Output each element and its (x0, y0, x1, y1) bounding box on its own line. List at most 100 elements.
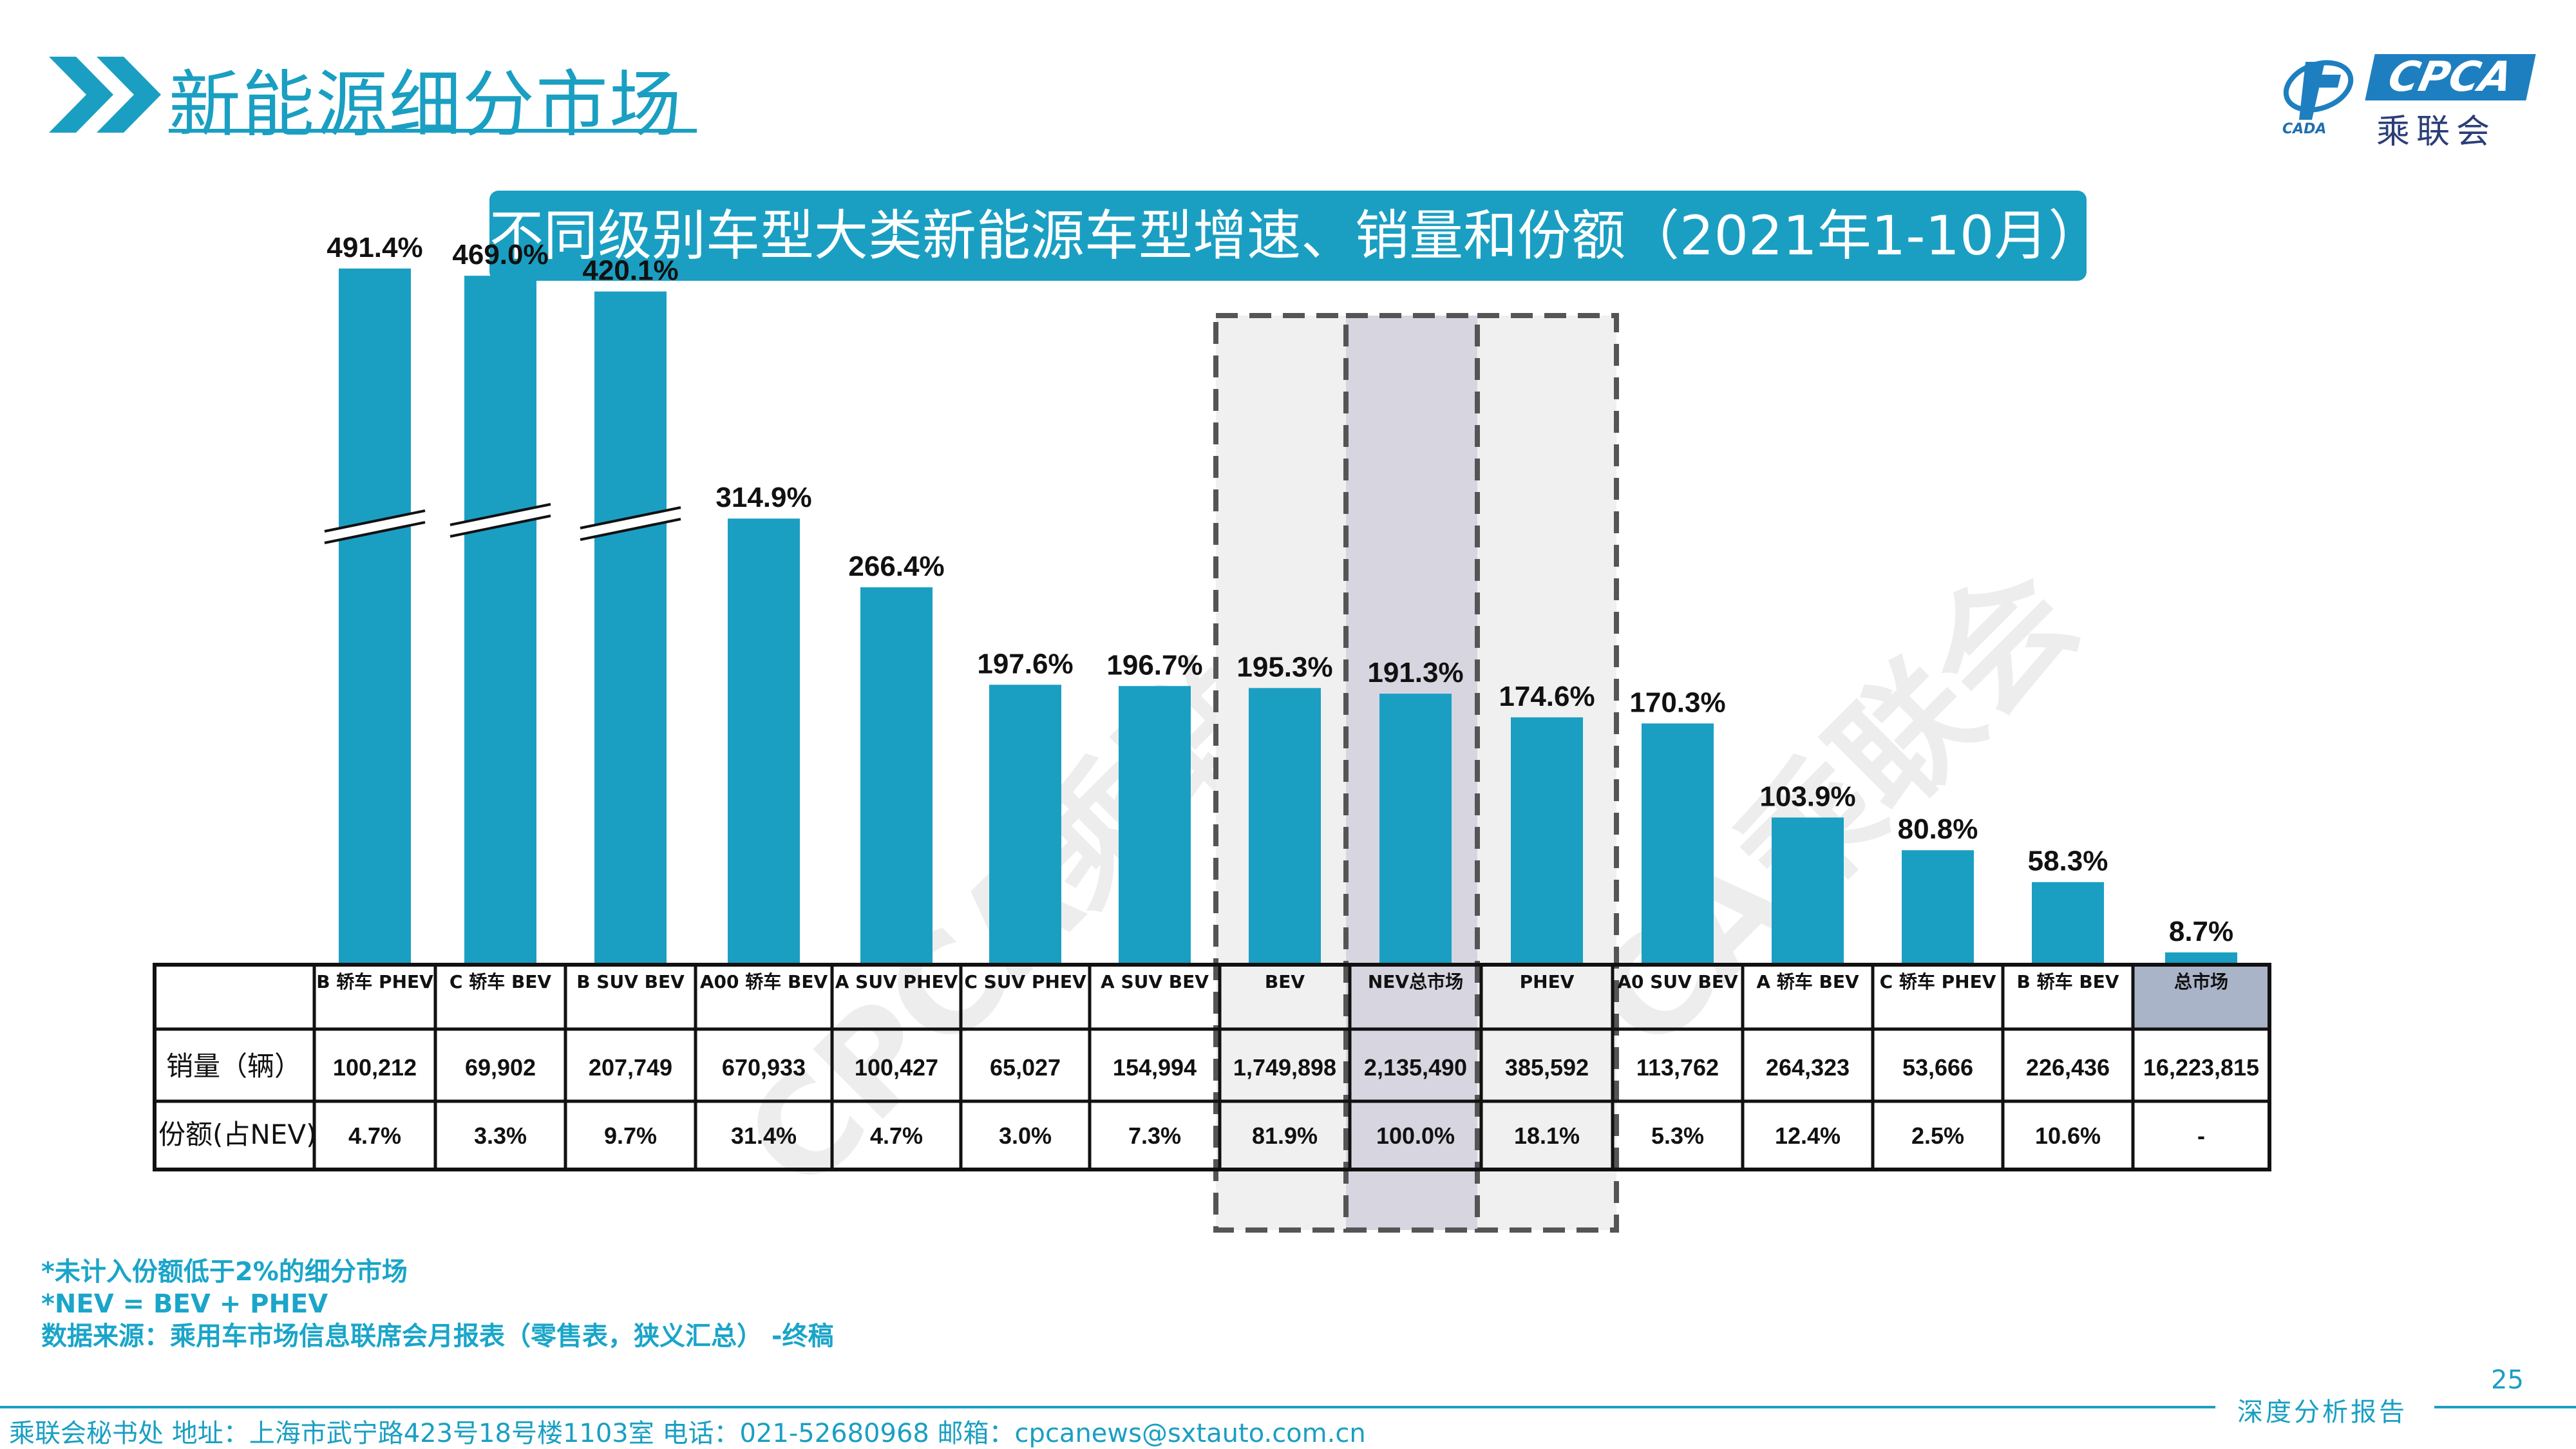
sales-cell: 207,749 (589, 1054, 672, 1081)
share-cell: 3.3% (474, 1122, 527, 1149)
category-label: C SUV PHEV (964, 971, 1086, 992)
sales-cell: 154,994 (1113, 1054, 1197, 1081)
footer-contact: 乘联会秘书处 地址：上海市武宁路423号18号楼1103室 电话：021-526… (9, 1419, 1366, 1448)
category-label: A0 SUV BEV (1617, 971, 1738, 992)
category-label: A SUV PHEV (835, 971, 958, 992)
bar (2032, 882, 2104, 965)
bar (1511, 717, 1583, 965)
row-label: 销量（辆） (166, 1050, 301, 1082)
share-cell: 4.7% (348, 1122, 401, 1149)
sales-cell: 670,933 (722, 1054, 806, 1081)
total-market-header-bg (2133, 965, 2269, 1029)
sales-cell: 226,436 (2026, 1054, 2110, 1081)
sales-cell: 53,666 (1902, 1054, 1973, 1081)
share-cell: 100.0% (1376, 1122, 1455, 1149)
title-underline (169, 129, 697, 133)
share-cell: 18.1% (1514, 1122, 1580, 1149)
category-label: 总市场 (2174, 971, 2228, 992)
axis-break-line (450, 503, 551, 526)
axis-break-line (324, 509, 426, 533)
chart-title: 不同级别车型大类新能源车型增速、销量和份额（2021年1-10月） (489, 204, 2103, 267)
category-label: B 轿车 PHEV (316, 971, 433, 992)
bar-value-label: 197.6% (977, 648, 1073, 679)
note-line: *NEV = BEV + PHEV (41, 1289, 328, 1319)
bar-value-label: 314.9% (715, 482, 811, 513)
share-cell: 5.3% (1651, 1122, 1704, 1149)
axis-break-line (450, 515, 551, 538)
sales-cell: 100,427 (855, 1054, 938, 1081)
sales-cell: 1,749,898 (1233, 1054, 1336, 1081)
bar (1119, 686, 1191, 965)
share-cell: - (2197, 1122, 2205, 1149)
category-label: A SUV BEV (1101, 971, 1209, 992)
sales-cell: 264,323 (1766, 1054, 1850, 1081)
sales-cell: 2,135,490 (1364, 1054, 1467, 1081)
bar-value-label: 491.4% (327, 232, 422, 263)
axis-break-gap (450, 504, 551, 536)
category-label: C 轿车 PHEV (1880, 971, 1996, 992)
note-line: *未计入份额低于2%的细分市场 (41, 1257, 408, 1287)
sales-cell: 16,223,815 (2143, 1054, 2259, 1081)
bar-value-label: 469.0% (452, 239, 548, 270)
axis-break-line (580, 506, 681, 529)
note-line: 数据来源：乘用车市场信息联席会月报表（零售表，狭义汇总） -终稿 (41, 1321, 834, 1351)
bar (1379, 694, 1452, 965)
share-cell: 7.3% (1128, 1122, 1181, 1149)
bar (1772, 817, 1844, 965)
axis-break-gap (580, 507, 681, 540)
bar-value-label: 174.6% (1499, 681, 1595, 712)
share-cell: 12.4% (1775, 1122, 1841, 1149)
share-cell: 9.7% (604, 1122, 657, 1149)
bar-value-label: 103.9% (1759, 781, 1855, 812)
category-label: A 轿车 BEV (1756, 971, 1859, 992)
category-label: NEV总市场 (1368, 971, 1463, 992)
bar (860, 587, 933, 965)
bar-value-label: 266.4% (848, 551, 944, 582)
notes: *未计入份额低于2%的细分市场 *NEV = BEV + PHEV 数据来源：乘… (41, 1256, 834, 1352)
logo-mark-text: CADA (2282, 121, 2327, 137)
bar-value-label: 195.3% (1236, 651, 1332, 683)
sales-cell: 113,762 (1636, 1054, 1719, 1081)
bar (1249, 688, 1321, 965)
sales-cell: 65,027 (990, 1054, 1061, 1081)
share-cell: 3.0% (999, 1122, 1052, 1149)
cpca-logo: CPCA 乘联会 CADA (2280, 49, 2550, 151)
category-label: B 轿车 BEV (2017, 971, 2119, 992)
page-number: 25 (2491, 1365, 2524, 1395)
share-cell: 2.5% (1911, 1122, 1964, 1149)
bar (464, 276, 536, 965)
share-cell: 31.4% (731, 1122, 797, 1149)
category-label: A00 轿车 BEV (700, 971, 828, 992)
axis-break-line (580, 518, 681, 541)
footer-divider (0, 1406, 2215, 1408)
bar (594, 291, 667, 965)
sales-cell: 69,902 (465, 1054, 536, 1081)
category-label: B SUV BEV (576, 971, 685, 992)
bar (728, 518, 800, 965)
axis-break-gap (325, 511, 425, 543)
bar-value-label: 196.7% (1106, 649, 1202, 681)
chart-title-banner: 不同级别车型大类新能源车型增速、销量和份额（2021年1-10月） (489, 191, 2103, 281)
sales-cell: 385,592 (1505, 1054, 1589, 1081)
logo-mark-icon (2283, 60, 2354, 120)
category-label: BEV (1265, 971, 1305, 992)
page-title: 新能源细分市场 (169, 63, 683, 147)
bar-value-label: 80.8% (1898, 813, 1978, 845)
logo-brand-cn: 乘联会 (2376, 113, 2497, 151)
category-label: C 轿车 BEV (450, 971, 552, 992)
footer-divider (2434, 1406, 2576, 1408)
category-label: PHEV (1520, 971, 1575, 992)
bar-value-label: 58.3% (2028, 846, 2108, 877)
bar-value-label: 191.3% (1367, 657, 1463, 688)
bar (989, 685, 1061, 965)
report-tag: 深度分析报告 (2237, 1397, 2407, 1427)
bar (1642, 723, 1714, 965)
share-cell: 81.9% (1252, 1122, 1318, 1149)
bar-value-label: 8.7% (2169, 916, 2233, 947)
share-cell: 10.6% (2035, 1122, 2101, 1149)
share-cell: 4.7% (870, 1122, 923, 1149)
row-label: 份额(占NEV) (158, 1119, 316, 1150)
bar (2165, 952, 2237, 965)
bar (339, 268, 411, 965)
